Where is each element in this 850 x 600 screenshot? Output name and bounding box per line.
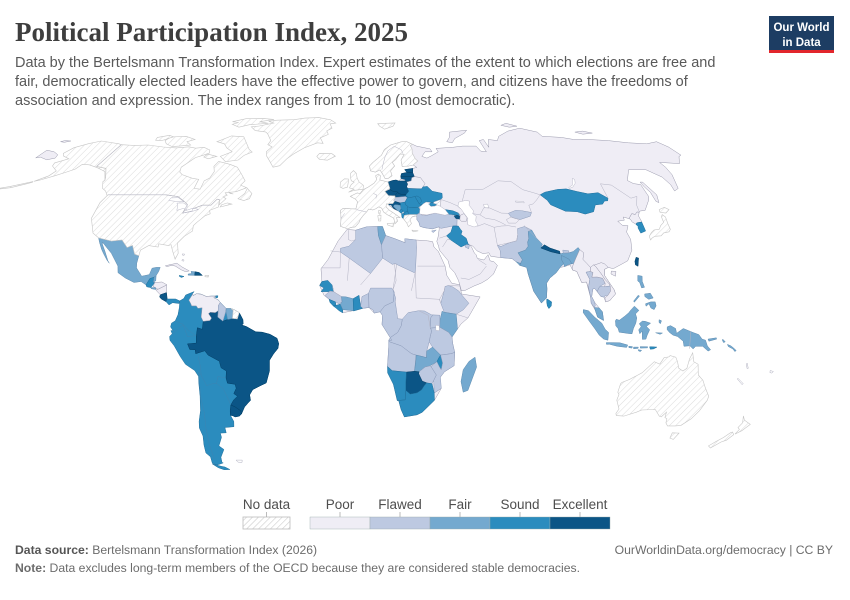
svg-text:Sound: Sound [500, 497, 539, 512]
svg-text:Excellent: Excellent [553, 497, 608, 512]
svg-text:Poor: Poor [326, 497, 355, 512]
svg-text:Flawed: Flawed [378, 497, 422, 512]
svg-text:Fair: Fair [448, 497, 472, 512]
svg-text:No data: No data [243, 497, 291, 512]
